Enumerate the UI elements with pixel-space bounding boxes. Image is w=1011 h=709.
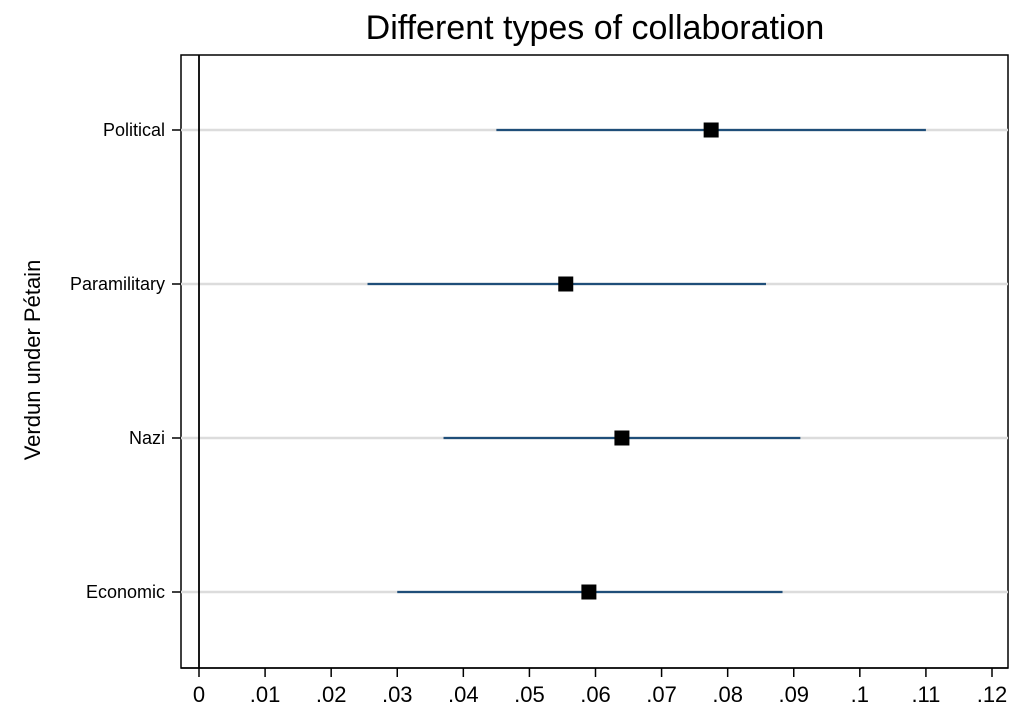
x-tick-label-7: .07 (646, 682, 677, 707)
category-label-paramilitary: Paramilitary (70, 274, 165, 294)
category-label-economic: Economic (86, 582, 165, 602)
x-tick-label-1: .01 (250, 682, 281, 707)
x-tick-label-9: .09 (778, 682, 809, 707)
y-axis: Political Paramilitary Nazi Economic (70, 120, 181, 602)
estimate-marker-nazi (614, 430, 630, 446)
x-tick-label-0: 0 (193, 682, 205, 707)
x-tick-label-2: .02 (316, 682, 347, 707)
x-tick-label-12: .12 (977, 682, 1008, 707)
x-tick-label-6: .06 (580, 682, 611, 707)
x-axis: 0 .01 .02 .03 .04 .05 .06 .07 .08 .09 .1 .11 .12 (181, 667, 1008, 707)
category-label-political: Political (103, 120, 165, 140)
x-tick-label-10: .1 (851, 682, 869, 707)
x-tick-label-8: .08 (712, 682, 743, 707)
category-label-nazi: Nazi (129, 428, 165, 448)
confidence-interval-layer (367, 128, 926, 594)
plot-frame (180, 54, 1009, 669)
estimate-marker-layer (558, 122, 719, 600)
x-tick-label-5: .05 (514, 682, 545, 707)
estimate-marker-economic (581, 584, 597, 600)
x-tick-label-3: .03 (382, 682, 413, 707)
chart-title: Different types of collaboration (366, 9, 825, 47)
grid-layer (181, 128, 1008, 594)
x-tick-label-11: .11 (911, 682, 940, 707)
estimate-marker-paramilitary (558, 276, 574, 292)
estimate-marker-political (703, 122, 719, 138)
x-tick-label-4: .04 (448, 682, 479, 707)
y-axis-label: Verdun under Pétain (20, 260, 45, 461)
